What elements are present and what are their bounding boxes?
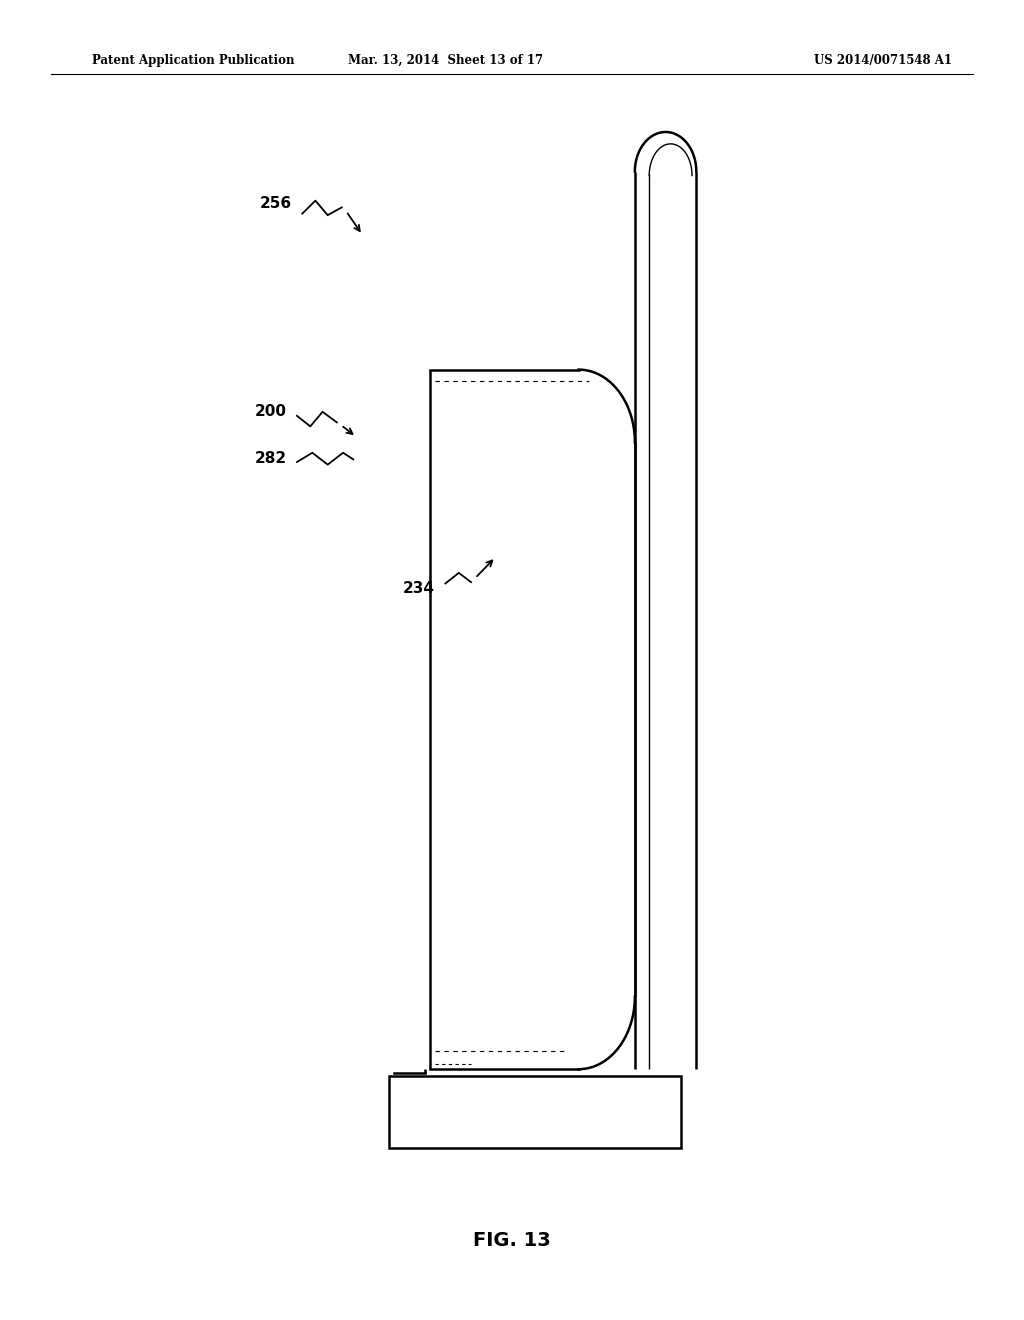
Text: 256: 256 <box>260 195 292 211</box>
Text: US 2014/0071548 A1: US 2014/0071548 A1 <box>814 54 952 67</box>
Text: 234: 234 <box>403 581 435 597</box>
Text: Mar. 13, 2014  Sheet 13 of 17: Mar. 13, 2014 Sheet 13 of 17 <box>348 54 543 67</box>
Text: Patent Application Publication: Patent Application Publication <box>92 54 295 67</box>
Text: 282: 282 <box>255 450 287 466</box>
Text: 200: 200 <box>255 404 287 420</box>
Bar <box>389 1076 681 1148</box>
Text: FIG. 13: FIG. 13 <box>473 1232 551 1250</box>
